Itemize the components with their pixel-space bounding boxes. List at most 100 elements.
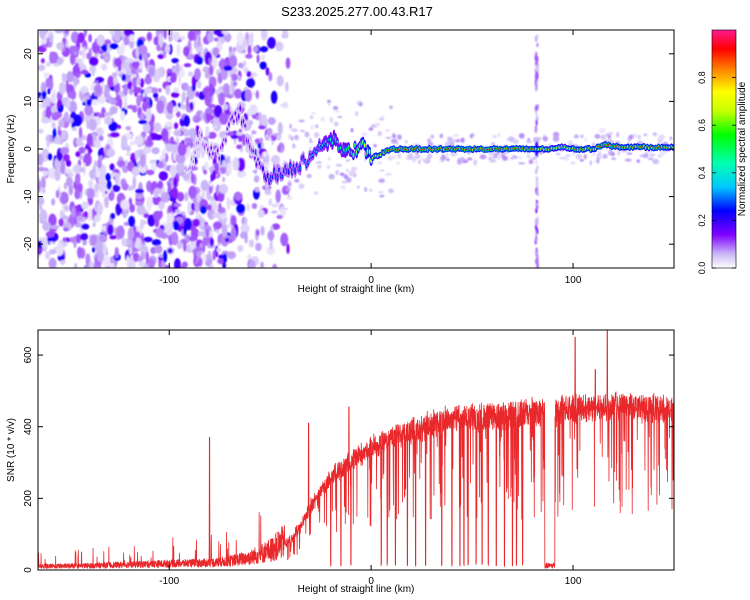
spectrogram-noise-blob	[146, 31, 153, 42]
spectrogram-noise-blob	[218, 183, 229, 194]
spectrogram-noise-blob	[213, 37, 219, 42]
spectrogram-noise-blob	[235, 131, 243, 136]
spectrogram-noise-blob	[657, 136, 662, 141]
spectrogram-artifact-blob	[534, 55, 537, 61]
spectrogram-artifact-blob	[535, 82, 538, 91]
spectrogram-noise-blob	[138, 44, 148, 55]
spectrogram-noise-blob	[626, 152, 633, 155]
spectrogram-noise-blob	[607, 131, 613, 136]
spectrogram-noise-blob	[175, 209, 181, 214]
spectrogram-noise-blob	[185, 96, 190, 109]
spectrogram-noise-blob	[268, 137, 272, 142]
spectrogram-noise-blob	[67, 172, 74, 178]
spectrogram-noise-blob	[78, 126, 83, 139]
spectrogram-noise-blob	[72, 114, 83, 127]
spectrogram-noise-blob	[217, 33, 225, 38]
spectrogram-noise-blob	[101, 63, 108, 71]
spectrogram-noise-blob	[510, 157, 514, 160]
spectrogram-noise-blob	[63, 111, 70, 123]
spectrogram-noise-blob	[165, 121, 174, 128]
spectrogram-noise-blob	[174, 258, 181, 268]
spectrogram-noise-blob	[263, 162, 270, 166]
spectrogram-noise-blob	[217, 207, 226, 214]
spectrogram-noise-blob	[589, 160, 592, 166]
spectrogram-noise-blob	[60, 130, 67, 140]
spectrogram-noise-blob	[287, 182, 292, 187]
tone-track-core	[239, 106, 242, 111]
spectrogram-noise-blob	[58, 118, 65, 128]
spectrogram-noise-blob	[222, 83, 230, 96]
spectrogram-noise-blob	[160, 192, 169, 203]
spectrogram-noise-blob	[122, 207, 128, 219]
spectrogram-noise-blob	[106, 180, 112, 190]
spectrogram-noise-blob	[132, 252, 140, 262]
spectrogram-noise-blob	[93, 84, 103, 94]
spectrogram-noise-blob	[163, 49, 167, 59]
spectrogram-noise-blob	[39, 209, 48, 223]
spectrogram-noise-blob	[109, 163, 115, 171]
spectrogram-noise-blob	[559, 157, 566, 160]
spectrogram-noise-blob	[118, 55, 124, 60]
spectrogram-noise-blob	[148, 66, 155, 78]
spectrogram-noise-blob	[268, 71, 273, 82]
tone-track-core	[234, 112, 237, 115]
spectrogram-noise-blob	[592, 152, 595, 156]
spectrogram-noise-blob	[94, 240, 104, 254]
spectrogram-noise-blob	[528, 159, 534, 165]
spectrogram-noise-blob	[194, 246, 204, 252]
spectrogram-noise-blob	[93, 139, 102, 149]
spectrogram-noise-blob	[217, 192, 225, 202]
spectrogram-noise-blob	[266, 36, 277, 49]
spectrogram-noise-blob	[384, 128, 391, 132]
spectrogram-noise-blob	[598, 150, 602, 157]
spectrogram-noise-blob	[71, 206, 76, 218]
spectrogram-noise-blob	[40, 39, 46, 45]
spectrogram-noise-blob	[46, 97, 51, 107]
spectrogram-noise-blob	[208, 64, 214, 76]
spectrogram-noise-blob	[414, 154, 422, 159]
spectrogram-noise-blob	[173, 122, 179, 130]
spectrogram-noise-blob	[223, 253, 228, 264]
spectrogram-noise-blob	[66, 176, 73, 187]
spectrogram-noise-blob	[489, 159, 497, 163]
spectrogram-noise-blob	[106, 148, 116, 158]
spectrogram-noise-blob	[281, 207, 289, 210]
spectrogram-noise-blob	[136, 76, 141, 86]
spectrogram-noise-blob	[183, 218, 192, 231]
spectrogram-noise-blob	[67, 90, 77, 99]
spectrogram-noise-blob	[251, 202, 258, 209]
figure-title: S233.2025.277.00.43.R17	[281, 4, 433, 19]
spectrogram-noise-blob	[346, 177, 352, 183]
spectrogram-noise-blob	[294, 134, 299, 141]
spectrogram-noise-blob	[205, 228, 210, 238]
spectrogram-noise-blob	[41, 116, 50, 124]
spectrogram-noise-blob	[260, 30, 268, 41]
spectrogram-noise-blob	[427, 141, 434, 147]
spectrogram-noise-blob	[313, 191, 319, 195]
spectrogram-noise-blob	[226, 196, 231, 211]
spectrogram-noise-blob	[136, 204, 146, 216]
spectrogram-noise-blob	[317, 164, 322, 169]
spectrogram-noise-blob	[345, 159, 351, 162]
spectrogram-noise-blob	[55, 189, 60, 199]
spectrogram-noise-blob	[194, 260, 199, 265]
spectrogram-noise-blob	[232, 157, 240, 171]
spectrogram-noise-blob	[277, 145, 281, 153]
spectrogram-noise-blob	[153, 210, 161, 221]
spectrogram-noise-blob	[397, 153, 402, 159]
spectrogram-artifact-blob	[535, 168, 538, 175]
colorbar: 0.0 0.2 0.4 0.6 0.8 Normalized spectral ampl…	[697, 29, 748, 274]
colorbar-tick-label: 0.6	[697, 119, 707, 132]
spectrogram-noise-blob	[73, 262, 78, 268]
spectrogram-noise-blob	[183, 63, 192, 68]
spectrogram-noise-blob	[198, 216, 205, 231]
spectrogram-noise-blob	[233, 88, 243, 99]
spectrogram-noise-blob	[190, 172, 195, 184]
spectrogram-noise-blob	[246, 78, 256, 88]
snr-series-line	[38, 330, 674, 569]
spectrogram-noise-blob	[131, 66, 136, 75]
spectrogram-noise-blob	[327, 99, 332, 103]
spectrogram-noise-blob	[282, 30, 289, 38]
spectrogram-noise-blob	[247, 44, 252, 55]
spectrogram-noise-blob	[265, 67, 270, 76]
